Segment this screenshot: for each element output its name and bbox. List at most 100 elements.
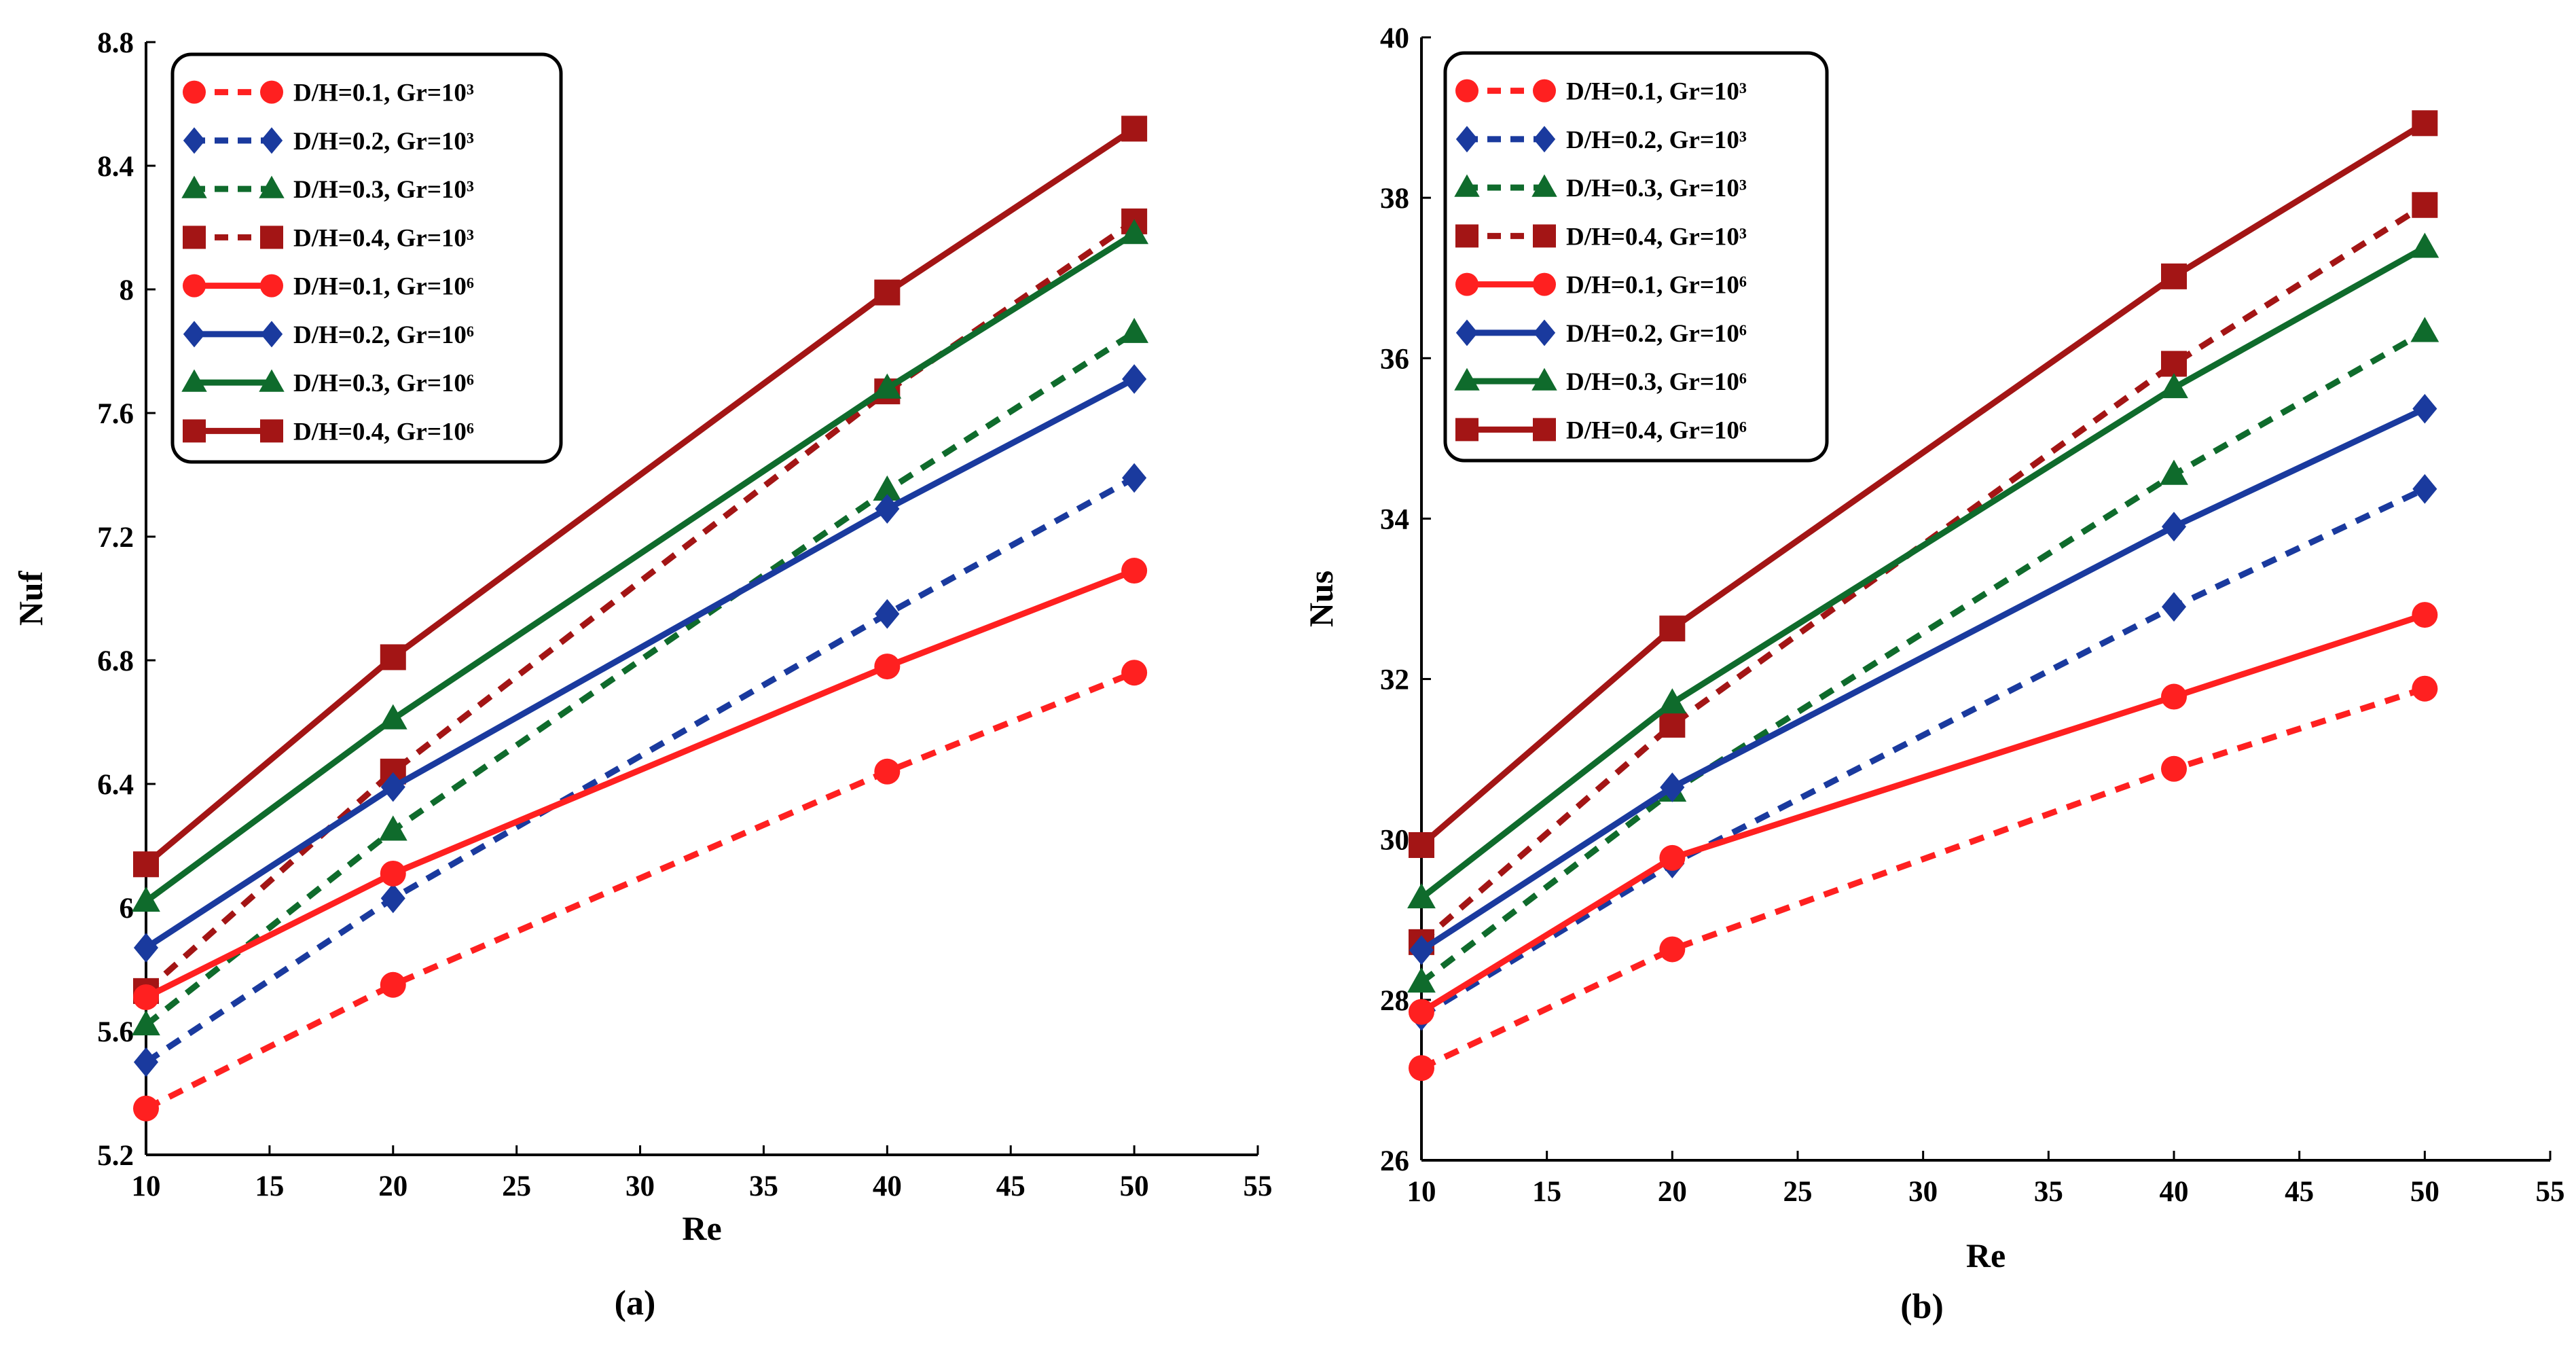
data-point (1409, 999, 1434, 1025)
series-line (144, 567, 1136, 1000)
data-point (380, 644, 406, 670)
legend-marker (1533, 272, 1556, 296)
series-2 (1409, 473, 2437, 1031)
legend-box (170, 52, 563, 464)
series-1 (1409, 675, 2438, 1081)
legend-marker (1533, 79, 1556, 103)
legend-marker (260, 321, 283, 348)
series-line (144, 475, 1136, 1065)
data-point (1409, 831, 1434, 858)
series-line (1419, 329, 2427, 985)
data-point (2410, 232, 2439, 258)
x-tick-label: 50 (1120, 1170, 1149, 1202)
y-tick-label: 38 (1380, 183, 1409, 215)
y-tick-label: 8.4 (97, 151, 134, 183)
legend-marker (183, 226, 206, 249)
series-line (144, 231, 1136, 904)
legend-marker (1455, 272, 1479, 296)
x-tick-label: 45 (2285, 1176, 2314, 1208)
data-point (2412, 675, 2438, 702)
legend-marker (259, 175, 285, 198)
data-point (1407, 883, 1436, 909)
data-point (1658, 688, 1687, 714)
data-point (133, 1095, 159, 1122)
series-line (144, 329, 1136, 1028)
series-8 (133, 115, 1148, 878)
series-line (1420, 685, 2426, 1071)
data-point (874, 758, 901, 785)
data-point (2161, 592, 2187, 622)
y-tick-label: 7.2 (97, 522, 134, 554)
legend-entry-label: D/H=0.4, Gr=10⁶ (1566, 416, 1747, 444)
x-tick-label: 35 (749, 1170, 778, 1202)
x-tick-label: 45 (996, 1170, 1026, 1202)
legend-marker (1531, 368, 1557, 391)
x-tick-label: 30 (625, 1170, 655, 1202)
legend-marker (183, 80, 206, 104)
x-tick-label: 15 (1532, 1176, 1561, 1208)
x-tick-label: 15 (255, 1170, 284, 1202)
series-line (144, 376, 1136, 950)
y-tick-label: 8.8 (97, 27, 134, 59)
data-point (378, 815, 407, 841)
legend-marker (1455, 224, 1479, 248)
series-line (1419, 120, 2427, 848)
panel-label: (b) (1900, 1287, 1944, 1326)
data-point (2161, 351, 2187, 377)
y-tick-label: 40 (1380, 22, 1409, 54)
y-tick-label: 6.8 (97, 645, 134, 677)
legend-marker (1533, 319, 1556, 346)
data-point (2161, 512, 2187, 542)
data-point (1121, 115, 1148, 142)
y-tick-label: 6 (120, 893, 134, 925)
series-line (144, 126, 1136, 867)
data-point (1659, 936, 1686, 963)
series-5 (133, 558, 1148, 1010)
data-point (875, 598, 900, 629)
panel-label: (a) (615, 1284, 656, 1323)
legend-entry-label: D/H=0.4, Gr=10³ (293, 224, 474, 252)
x-tick-label: 20 (378, 1170, 407, 1202)
legend-marker (1531, 174, 1557, 197)
legend-marker (260, 80, 283, 104)
series-7 (132, 219, 1149, 912)
data-point (875, 494, 900, 524)
data-point (2412, 110, 2438, 137)
legend-box (1443, 51, 1829, 463)
data-point (2410, 317, 2439, 342)
y-axis-title: Nuf (12, 570, 50, 626)
y-tick-label: 34 (1380, 503, 1409, 535)
data-point (1409, 1055, 1434, 1081)
legend-marker (181, 369, 207, 392)
data-point (1120, 317, 1149, 343)
data-point (132, 887, 160, 912)
y-tick-label: 36 (1380, 343, 1409, 375)
data-point (1121, 660, 1148, 686)
y-tick-label: 32 (1380, 664, 1409, 696)
legend-marker (260, 127, 283, 154)
legend-marker (181, 175, 207, 198)
legend-marker (1454, 174, 1480, 197)
series-line (1419, 245, 2427, 901)
series-2 (133, 463, 1147, 1077)
data-point (2412, 192, 2438, 218)
series-line (144, 219, 1136, 994)
x-axis-title: Re (682, 1209, 721, 1247)
data-point (2412, 602, 2438, 628)
x-tick-label: 50 (2410, 1176, 2439, 1208)
x-tick-label: 25 (1783, 1176, 1813, 1208)
data-point (873, 373, 902, 399)
series-5 (1409, 602, 2438, 1025)
data-point (2412, 393, 2437, 424)
y-tick-label: 8 (120, 274, 134, 306)
legend-marker (1455, 79, 1479, 103)
data-point (874, 279, 901, 306)
legend: D/H=0.1, Gr=10³ D/H=0.2, Gr=10³ D/H=0.3, G… (170, 52, 563, 464)
x-tick-label: 10 (132, 1170, 161, 1202)
legend-marker (1533, 126, 1556, 153)
series-3 (132, 317, 1149, 1036)
data-point (380, 883, 405, 914)
series-line (1419, 406, 2427, 953)
data-point (2412, 473, 2437, 504)
